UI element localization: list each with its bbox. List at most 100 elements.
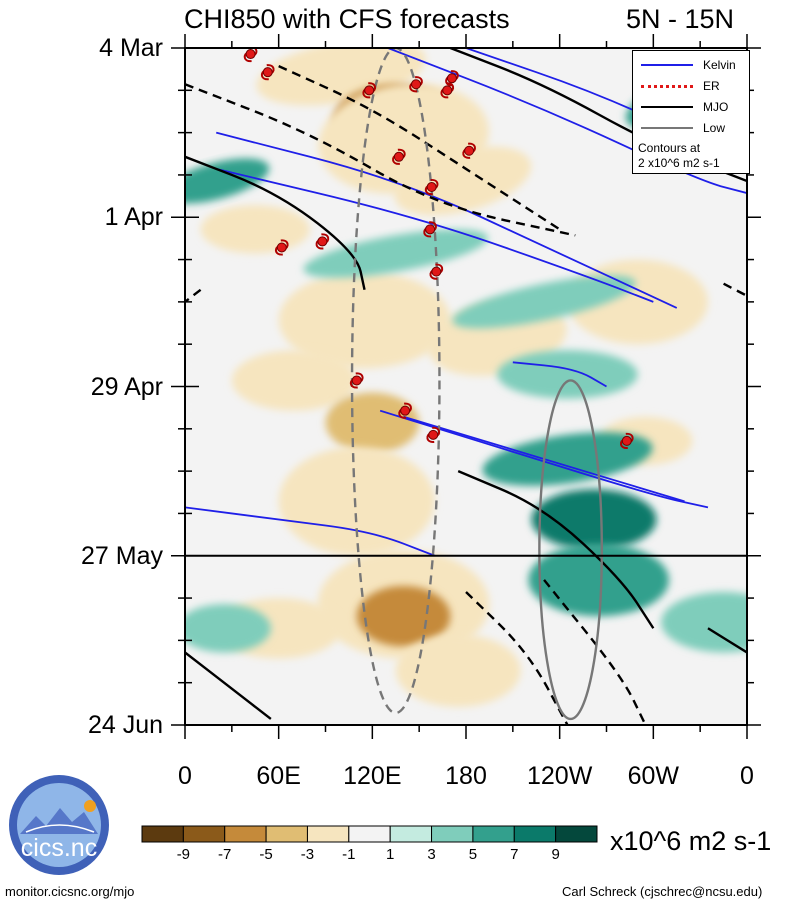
legend-item-er: ER: [633, 76, 751, 96]
legend-swatch-mjo: [641, 106, 693, 108]
colorbar-tick-label: 7: [510, 846, 519, 863]
legend-label-er: ER: [703, 79, 720, 93]
colorbar-bin-9: [513, 825, 557, 843]
colorbar-bin-2: [224, 825, 267, 843]
tc-symbol-16: [619, 432, 634, 449]
mjo-contour-9: [185, 155, 366, 291]
colorbar-units: x10^6 m2 s-1: [610, 826, 772, 856]
latitude-band: 5N - 15N: [626, 4, 735, 34]
tc-symbol-5: [440, 82, 455, 99]
legend-swatch-er: [641, 85, 693, 88]
colorbar-bin-5: [348, 825, 391, 843]
colorbar-bin-3: [265, 825, 308, 843]
author-credit: Carl Schreck (cjschrec@ncsu.edu): [562, 884, 763, 899]
colorbar-bin-4: [306, 825, 350, 843]
mjo-contour-17: [185, 288, 202, 303]
field-anomaly-22: [531, 489, 657, 550]
colorbar-tick-label: -7: [218, 846, 232, 863]
tc-symbol-7: [392, 148, 406, 165]
mjo-contour-12: [707, 627, 747, 654]
colorbar-tick-label: 3: [427, 846, 436, 863]
colorbar-tick-label: -9: [176, 846, 191, 863]
field-anomaly-25: [185, 604, 271, 653]
y-tick-label: 4 Mar: [99, 34, 163, 62]
mjo-contour-11: [185, 651, 272, 720]
legend-note-line-2: 2 x10^6 m2 s-1: [638, 156, 720, 170]
colorbar-bin-7: [431, 825, 474, 843]
tc-symbol-3: [409, 76, 423, 93]
axis-ticks: [171, 34, 761, 739]
x-tick-label: 0: [178, 762, 192, 790]
kelvin-contour-4: [379, 409, 709, 509]
tc-symbol-10: [274, 239, 289, 256]
colorbar-tick-label: 9: [551, 846, 560, 863]
mjo-contour-18: [723, 282, 747, 297]
legend-item-low: Low: [633, 118, 751, 138]
tc-symbol-6: [462, 142, 476, 159]
y-tick-label: 27 May: [81, 541, 163, 570]
legend-note-line-1: Contours at: [638, 141, 701, 155]
colorbar-tick-label: 1: [386, 846, 395, 863]
field-anomaly-15: [395, 634, 521, 707]
field-anomaly-18: [303, 229, 489, 278]
legend: Kelvin ER MJO Low Contours at 2 x10^6 m2…: [632, 50, 750, 174]
field-anomaly-11: [278, 446, 435, 556]
tc-symbol-1: [260, 64, 275, 81]
field-anomaly-21: [482, 432, 653, 486]
source-url: monitor.cicsnc.org/mjo: [5, 884, 135, 899]
field-anomaly-20: [497, 350, 638, 399]
field-anomaly-8: [231, 350, 357, 411]
kelvin-contour-3: [216, 168, 654, 303]
chart-title: CHI850 with CFS forecasts: [184, 4, 510, 34]
field-anomaly-19: [452, 275, 636, 329]
y-tick-label: 24 Jun: [87, 711, 163, 739]
x-tick-label: 60E: [256, 762, 301, 790]
kelvin-contour-7: [512, 361, 607, 388]
y-tick-label: 29 Apr: [90, 372, 163, 401]
tc-symbol-8: [424, 179, 439, 196]
legend-label-kelvin: Kelvin: [703, 58, 736, 72]
legend-contour-note: Contours at 2 x10^6 m2 s-1: [638, 141, 748, 171]
colorbar-bin-6: [389, 825, 433, 843]
mjo-contour-10: [457, 470, 655, 629]
kelvin-contour-2: [215, 131, 678, 309]
legend-label-mjo: MJO: [703, 100, 729, 114]
tc-symbol-2: [362, 82, 377, 99]
tc-symbol-9: [423, 221, 437, 238]
x-tick-label: 120E: [343, 762, 402, 790]
x-tick-label: 120W: [527, 762, 593, 790]
colorbar-tick-label: -5: [259, 846, 273, 863]
x-tick-label: 0: [740, 762, 754, 790]
legend-swatch-low: [641, 127, 693, 129]
field-anomaly-13: [356, 585, 451, 647]
field-anomaly-23: [528, 543, 669, 617]
tropical-cyclone-markers: [243, 48, 634, 449]
mjo-contour-13: [278, 65, 561, 231]
colorbar-tick-label: 5: [468, 846, 478, 863]
logo-text: cics.nc: [21, 834, 97, 862]
mjo-contour-15: [465, 591, 569, 725]
field-anomaly-9: [325, 392, 420, 453]
kelvin-contour-5: [403, 415, 685, 503]
x-tick-label: 60W: [627, 762, 680, 790]
legend-label-low: Low: [703, 121, 726, 135]
colorbar: [141, 825, 598, 843]
tc-symbol-14: [398, 402, 412, 419]
colorbar-tick-label: -1: [342, 846, 356, 863]
tc-symbol-13: [349, 372, 364, 389]
colorbar-bin-10: [555, 825, 598, 843]
tc-symbol-11: [315, 233, 330, 250]
mjo-contour-16: [543, 579, 647, 725]
field-anomaly-5: [278, 271, 451, 369]
colorbar-bin-8: [472, 825, 515, 843]
legend-item-mjo: MJO: [633, 97, 751, 117]
y-tick-label: 1 Apr: [104, 203, 163, 232]
field-anomaly-17: [185, 158, 270, 204]
legend-item-kelvin: Kelvin: [633, 55, 751, 75]
kelvin-contour-6: [185, 506, 436, 557]
x-tick-label: 180: [445, 762, 487, 790]
cicsnc-logo: cics.nc: [9, 775, 109, 875]
colorbar-bin-0: [141, 825, 184, 843]
field-anomaly-4: [200, 205, 310, 254]
